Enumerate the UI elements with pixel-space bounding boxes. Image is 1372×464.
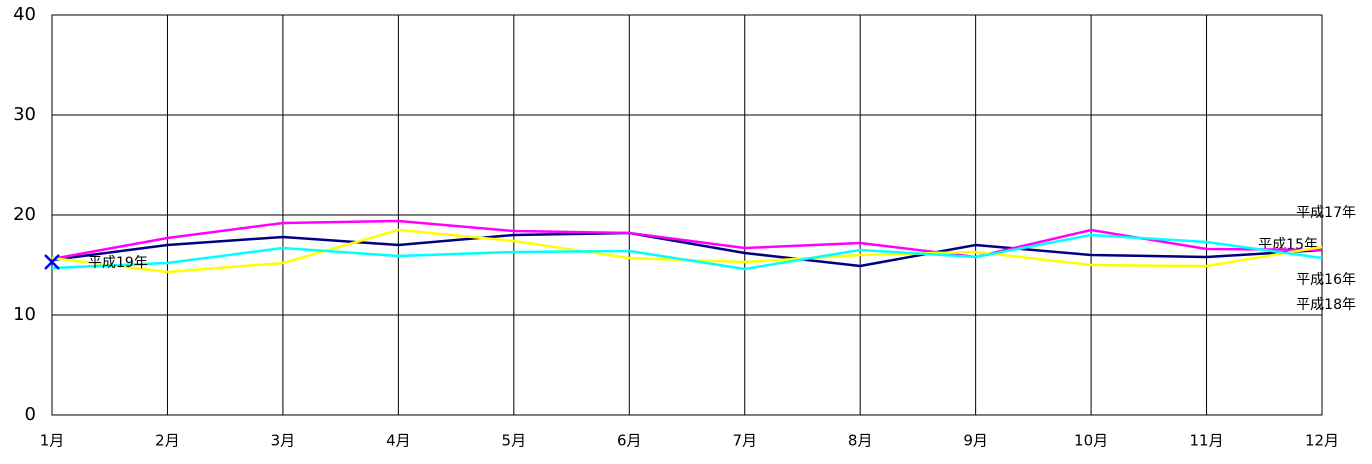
y-tick-label: 10	[13, 304, 36, 325]
series-line	[51, 233, 1323, 271]
x-tick-label: 1月	[40, 432, 65, 450]
x-tick-label: 9月	[963, 432, 988, 450]
series-line	[51, 219, 1323, 261]
x-tick-label: 8月	[848, 432, 873, 450]
data-marker	[44, 254, 60, 270]
series-label: 平成18年	[1296, 297, 1356, 313]
y-tick-label: 20	[13, 204, 36, 225]
x-tick-label: 11月	[1189, 432, 1223, 450]
series-label: 平成16年	[1296, 272, 1356, 288]
x-tick-label: 10月	[1074, 432, 1108, 450]
x-tick-label: 6月	[617, 432, 642, 450]
x-tick-label: 12月	[1305, 432, 1339, 450]
y-tick-label: 0	[25, 404, 36, 425]
x-tick-label: 3月	[271, 432, 296, 450]
series-label: 平成19年	[88, 255, 148, 271]
x-tick-label: 7月	[732, 432, 757, 450]
x-tick-label: 2月	[155, 432, 180, 450]
series-label: 平成17年	[1296, 205, 1356, 221]
y-tick-label: 30	[13, 104, 36, 125]
x-tick-label: 4月	[386, 432, 411, 450]
series-line	[51, 231, 1323, 268]
y-tick-label: 40	[13, 4, 36, 25]
x-tick-label: 5月	[502, 432, 527, 450]
